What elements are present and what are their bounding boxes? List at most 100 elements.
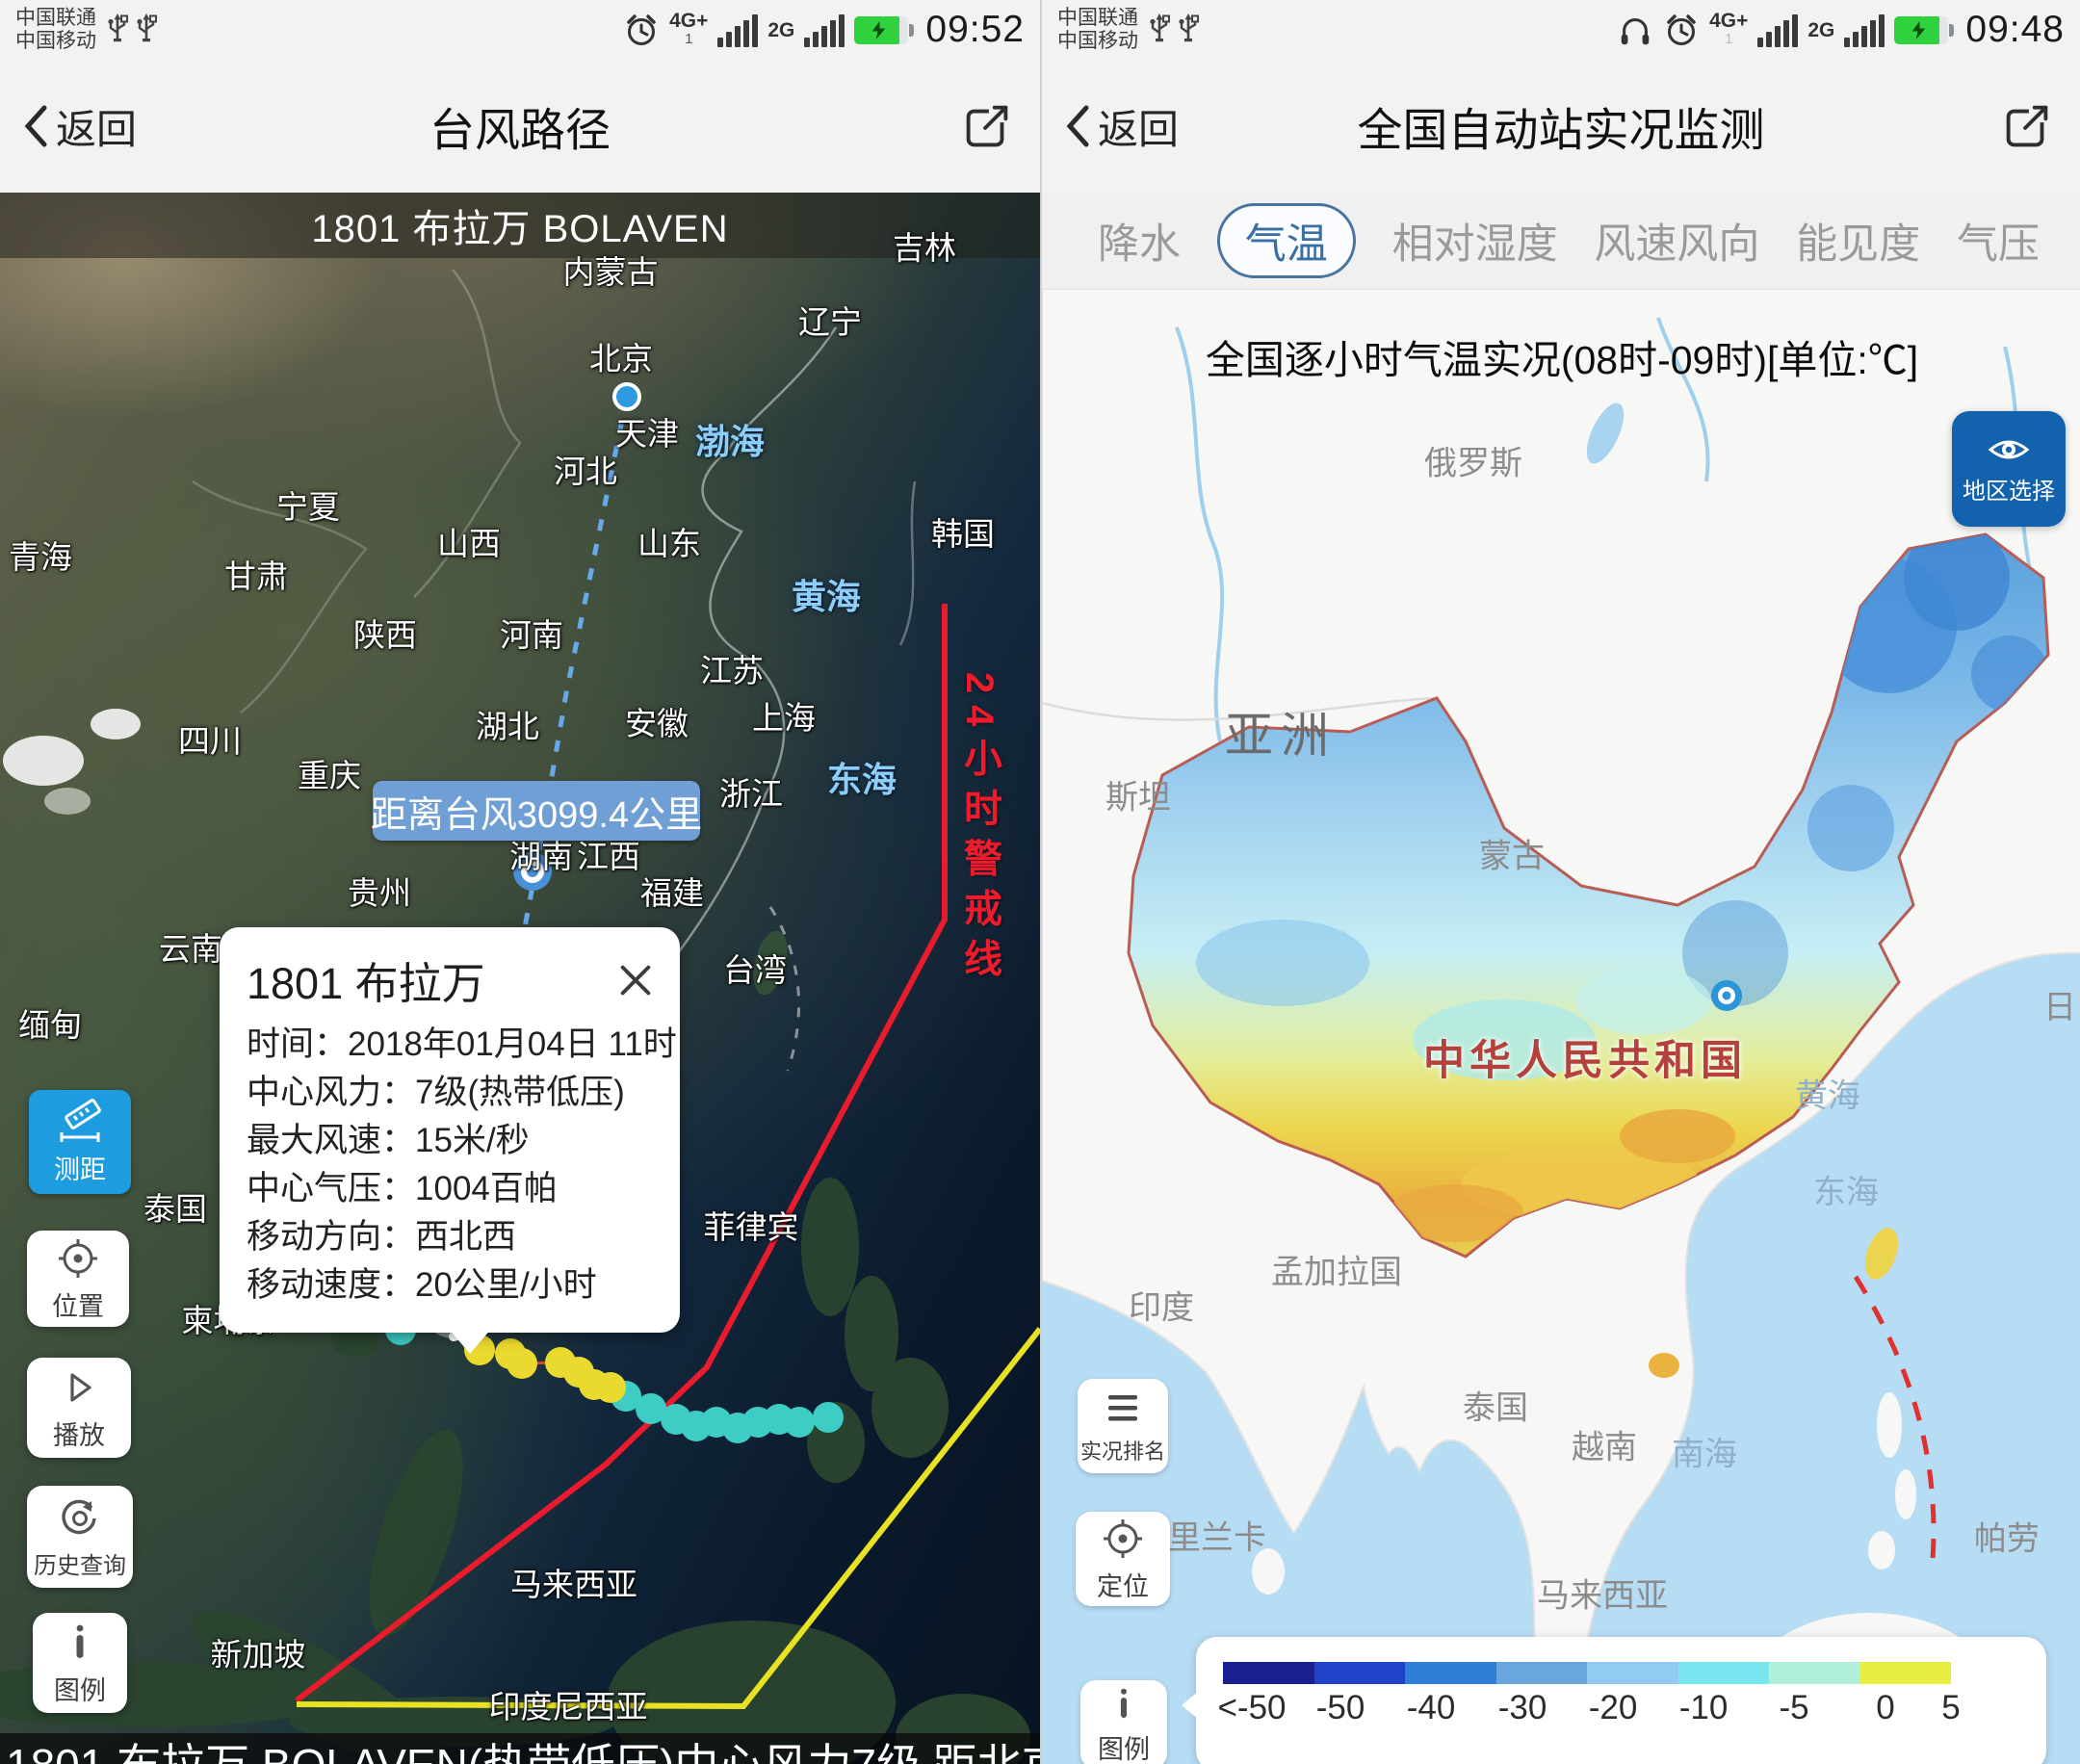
- region-select-button[interactable]: 地区选择: [1952, 411, 2066, 527]
- locate-button[interactable]: 位置: [27, 1231, 129, 1327]
- locate-button[interactable]: 定位: [1076, 1512, 1170, 1606]
- carrier-labels: 中国联通 中国移动: [15, 7, 96, 52]
- map-label: 里兰卡: [1168, 1519, 1266, 1557]
- legend-color-scale: [1223, 1662, 1951, 1684]
- network-badge-2g: 2G: [1807, 18, 1835, 41]
- weather-monitor-screen: 中国联通 中国移动 4G+ 1 2G 09:48 返回: [1040, 0, 2080, 1764]
- nav-bar-left: 返回 台风路径: [0, 60, 1040, 193]
- usb-icon: [1179, 13, 1199, 42]
- play-button[interactable]: 播放: [27, 1358, 131, 1458]
- status-bar-right: 中国联通 中国移动 4G+ 1 2G 09:48: [1042, 0, 2080, 60]
- page-title: 全国自动站实况监测: [1357, 104, 1765, 156]
- crosshair-icon: [59, 1239, 97, 1278]
- temperature-map-canvas[interactable]: 全国逐小时气温实况(08时-09时)[单位:℃] 地区选择 俄罗斯 亚洲 蒙古 …: [1042, 289, 2080, 1764]
- share-icon[interactable]: [1997, 96, 2057, 156]
- map-label: 湖北: [476, 709, 539, 744]
- map-label: 马来西亚: [1537, 1577, 1668, 1615]
- map-label: 印度尼西亚: [488, 1689, 648, 1725]
- typhoon-app-screen: 中国联通 中国移动 4G+ 1 2G 09:52 返回 台风路径: [0, 0, 1040, 1764]
- station-marker: [1711, 980, 1742, 1011]
- popup-row: 移动方向：西北西: [247, 1218, 517, 1256]
- nav-bar-right: 返回 全国自动站实况监测: [1042, 60, 2080, 193]
- typhoon-dashed-line: [1853, 1275, 1937, 1561]
- popup-title: 1801 布拉万: [247, 959, 485, 1008]
- live-ranking-button[interactable]: 实况排名: [1078, 1379, 1168, 1473]
- map-label: 越南: [1572, 1429, 1637, 1466]
- battery-icon: [1894, 15, 1955, 44]
- popup-row: 时间：2018年01月04日 11时: [247, 1025, 677, 1063]
- sea-label: 南海: [1672, 1436, 1737, 1473]
- temperature-legend: <-50 -50 -40 -30 -20 -10 -5 0 5: [1182, 1637, 2046, 1764]
- map-label: 四川: [178, 723, 242, 759]
- map-label: 上海: [752, 700, 816, 736]
- legend-button[interactable]: 图例: [33, 1613, 127, 1713]
- map-label: 陕西: [353, 617, 417, 653]
- map-label: 亚洲: [1225, 709, 1337, 763]
- network-badge-4g: 4G+ 1: [669, 10, 709, 47]
- chevron-left-icon: [24, 105, 47, 147]
- tab-wind[interactable]: 风速风向: [1594, 221, 1760, 268]
- sea-label: 渤海: [694, 422, 766, 461]
- measure-distance-button[interactable]: 测距: [29, 1090, 131, 1194]
- sea-label: 黄海: [791, 577, 862, 616]
- back-button[interactable]: 返回: [23, 97, 137, 156]
- typhoon-banner: 1801 布拉万 BOLAVEN: [0, 193, 1040, 258]
- map-label: 湖南: [509, 839, 573, 874]
- sea-label: 黄海: [1795, 1077, 1860, 1115]
- country-label: 中华人民共和国: [1423, 1038, 1747, 1084]
- warning-line-24h-label: 24小时警戒线: [958, 672, 1001, 989]
- headset-icon: [1621, 18, 1650, 45]
- crosshair-icon: [1104, 1519, 1142, 1558]
- history-query-button[interactable]: 历史查询: [27, 1486, 133, 1588]
- typhoon-map-canvas[interactable]: 1801 布拉万 BOLAVEN 内蒙古 吉林 辽宁 北京 天津 河北 宁夏 山…: [0, 193, 1040, 1764]
- map-label: 山东: [637, 526, 701, 561]
- map-label: 泰国: [1463, 1389, 1528, 1427]
- warning-line-24h: [295, 604, 948, 1703]
- legend-button[interactable]: 图例: [1080, 1680, 1167, 1764]
- back-button[interactable]: 返回: [1065, 97, 1179, 156]
- map-title: 全国逐小时气温实况(08时-09时)[单位:℃]: [1205, 338, 1919, 382]
- map-label: 重庆: [298, 758, 361, 793]
- warning-line-48h: [296, 1327, 1040, 1710]
- map-label: 新加坡: [210, 1637, 306, 1673]
- status-bar-left: 中国联通 中国移动 4G+ 1 2G 09:52: [0, 0, 1040, 60]
- info-icon: [1120, 1688, 1128, 1719]
- map-label: 浙江: [719, 776, 783, 812]
- map-label: 斯坦: [1105, 779, 1171, 817]
- popup-row: 中心气压：1004百帕: [247, 1170, 558, 1207]
- typhoon-track-dots[interactable]: [385, 1302, 844, 1443]
- ruler-icon: [60, 1099, 101, 1142]
- alarm-icon: [1667, 14, 1696, 45]
- tab-pressure[interactable]: 气压: [1956, 221, 2040, 268]
- usb-icon: [1150, 13, 1170, 42]
- map-label: 内蒙古: [562, 254, 659, 290]
- usb-icon: [108, 13, 128, 42]
- network-badge-2g: 2G: [767, 18, 795, 41]
- tab-humidity[interactable]: 相对湿度: [1391, 221, 1558, 268]
- tab-visibility[interactable]: 能见度: [1796, 221, 1921, 268]
- tab-precipitation[interactable]: 降水: [1098, 221, 1181, 268]
- map-label: 菲律宾: [703, 1209, 799, 1245]
- sea-label: 东海: [826, 760, 897, 799]
- map-label: 江西: [577, 839, 640, 874]
- usb-icon: [137, 13, 157, 42]
- share-icon[interactable]: [957, 96, 1017, 156]
- philippine-islands: [1868, 1392, 1916, 1569]
- map-label: 辽宁: [798, 304, 862, 340]
- history-icon: [62, 1499, 96, 1535]
- close-icon[interactable]: [616, 961, 655, 999]
- signal-bars-icon: [1844, 13, 1885, 47]
- distance-badge: 距离台风3099.4公里: [371, 781, 702, 841]
- clock-time: 09:52: [925, 9, 1025, 50]
- page-title: 台风路径: [429, 104, 611, 156]
- typhoon-ticker: 1801 布拉万 BOLAVEN(热带低压)中心风力7级 距北京市3099.4公…: [0, 1733, 1040, 1764]
- sea-label: 东海: [1813, 1174, 1879, 1211]
- map-label: 俄罗斯: [1424, 445, 1522, 482]
- tab-temperature[interactable]: 气温: [1216, 203, 1356, 278]
- hamburger-icon: [1108, 1394, 1137, 1420]
- legend-color-scale-2: [1223, 1752, 1951, 1764]
- map-label: 河南: [500, 617, 563, 653]
- map-label: 蒙古: [1479, 838, 1545, 875]
- taiwan-island: [1864, 1228, 1899, 1280]
- map-label: 贵州: [348, 875, 411, 911]
